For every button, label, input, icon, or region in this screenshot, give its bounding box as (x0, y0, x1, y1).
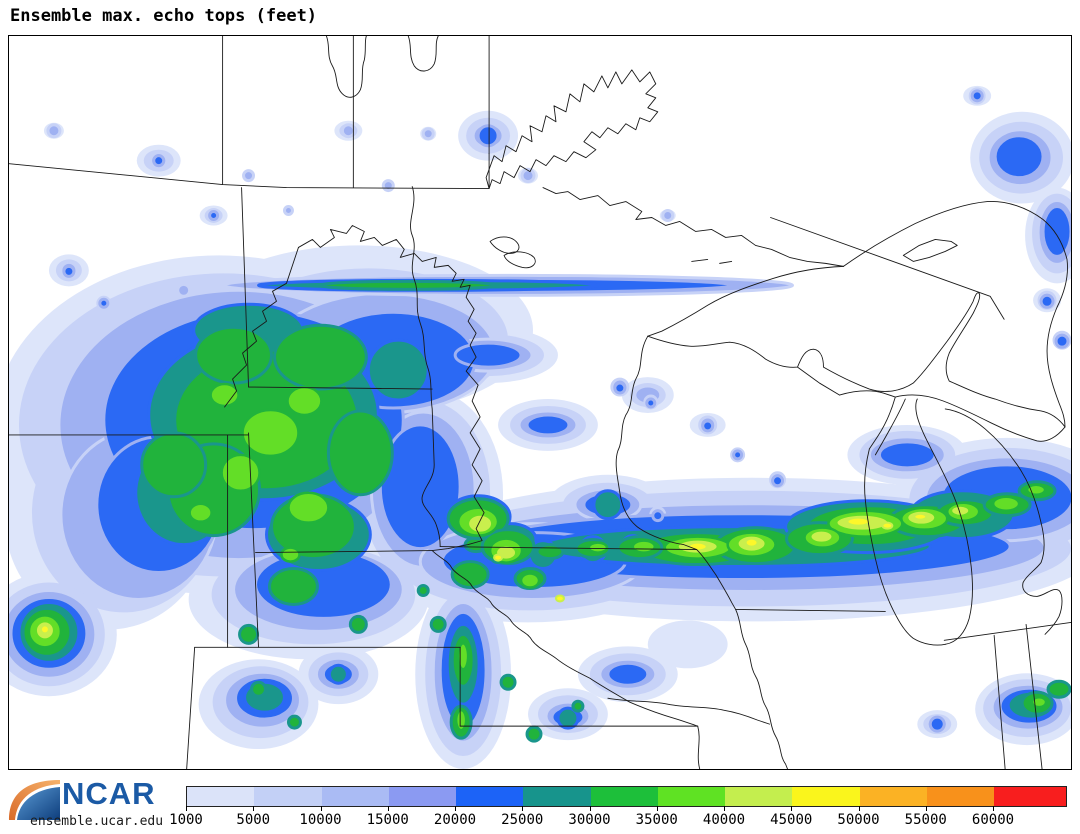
map-svg (9, 36, 1071, 769)
colorbar-segment (321, 787, 389, 806)
colorbar-tick (253, 806, 255, 811)
colorbar-tick (724, 806, 725, 811)
ncar-logo-swoosh (9, 780, 60, 820)
state-borders (9, 36, 1071, 769)
colorbar-tick-label: 20000 (433, 812, 477, 828)
border-mt-nd (241, 187, 249, 388)
colorbar-tick (656, 806, 658, 811)
colorbar-tick (387, 806, 389, 811)
colorbar-tick-label: 15000 (366, 812, 409, 828)
page-title: Ensemble max. echo tops (feet) (10, 6, 318, 26)
colorbar-tick-label: 50000 (837, 812, 880, 828)
colorbar-tick (993, 806, 994, 811)
colorbar-tick-label: 60000 (971, 812, 1015, 828)
colorbar-segment (187, 787, 255, 806)
colorbar-tick (791, 806, 793, 811)
rivers (224, 225, 485, 552)
colorbar-wrap: 1000 5000 10000 15000 20000 25000 30000 35000 40… (169, 786, 1072, 832)
colorbar-segment (523, 787, 591, 806)
colorbar-tick-label: 55000 (904, 812, 947, 828)
colorbar-tick-label: 45000 (770, 812, 813, 828)
colorbar-tick (589, 806, 591, 811)
colorbar-segment (254, 787, 322, 806)
border-in-oh (1025, 623, 1043, 769)
ncar-logo-text: NCAR (62, 776, 156, 811)
colorbar-tick (455, 806, 456, 811)
colorbar-segment (456, 787, 524, 806)
site-url: ensemble.ucar.edu (30, 814, 164, 829)
border-co-west (186, 646, 196, 769)
border-mi-in (943, 621, 1071, 641)
colorbar-segment (792, 787, 860, 806)
colorbar-tick-label: 5000 (236, 812, 271, 828)
colorbar-tick (858, 806, 860, 811)
border-wy-east (248, 432, 259, 648)
precip-layer-yellowgreen (34, 504, 971, 641)
colorbar-segment (859, 787, 927, 806)
colorbar-segment (926, 787, 994, 806)
lakes-and-shorelines (325, 36, 1068, 646)
border-ia-mo (607, 697, 771, 725)
colorbar-tick-label: 10000 (299, 812, 342, 828)
colorbar-tick (925, 806, 927, 811)
border-il-in (993, 634, 1006, 769)
colorbar-segment (388, 787, 456, 806)
colorbar-segment (590, 787, 658, 806)
colorbar-tick (186, 806, 187, 811)
colorbar-tick-label: 40000 (702, 812, 746, 828)
border-sd-ne (255, 550, 433, 554)
footer: NCAR ensemble.ucar.edu 1000 5000 10000 1500… (0, 770, 1080, 834)
colorbar-tick (522, 806, 524, 811)
colorbar (186, 786, 1067, 807)
colorbar-tick-label: 25000 (501, 812, 544, 828)
colorbar-segment (994, 787, 1066, 806)
forecast-map (8, 35, 1072, 770)
border-mn-ia (439, 546, 698, 551)
colorbar-segment (657, 787, 725, 806)
border-nd-sd (248, 386, 433, 390)
precip-layer-green (21, 279, 1071, 743)
colorbar-tick-label: 35000 (635, 812, 678, 828)
colorbar-segment (725, 787, 793, 806)
border-wi-il (735, 608, 886, 612)
colorbar-tick-label: 1000 (169, 812, 203, 828)
colorbar-tick (320, 806, 322, 811)
colorbar-tick-label: 30000 (568, 812, 611, 828)
